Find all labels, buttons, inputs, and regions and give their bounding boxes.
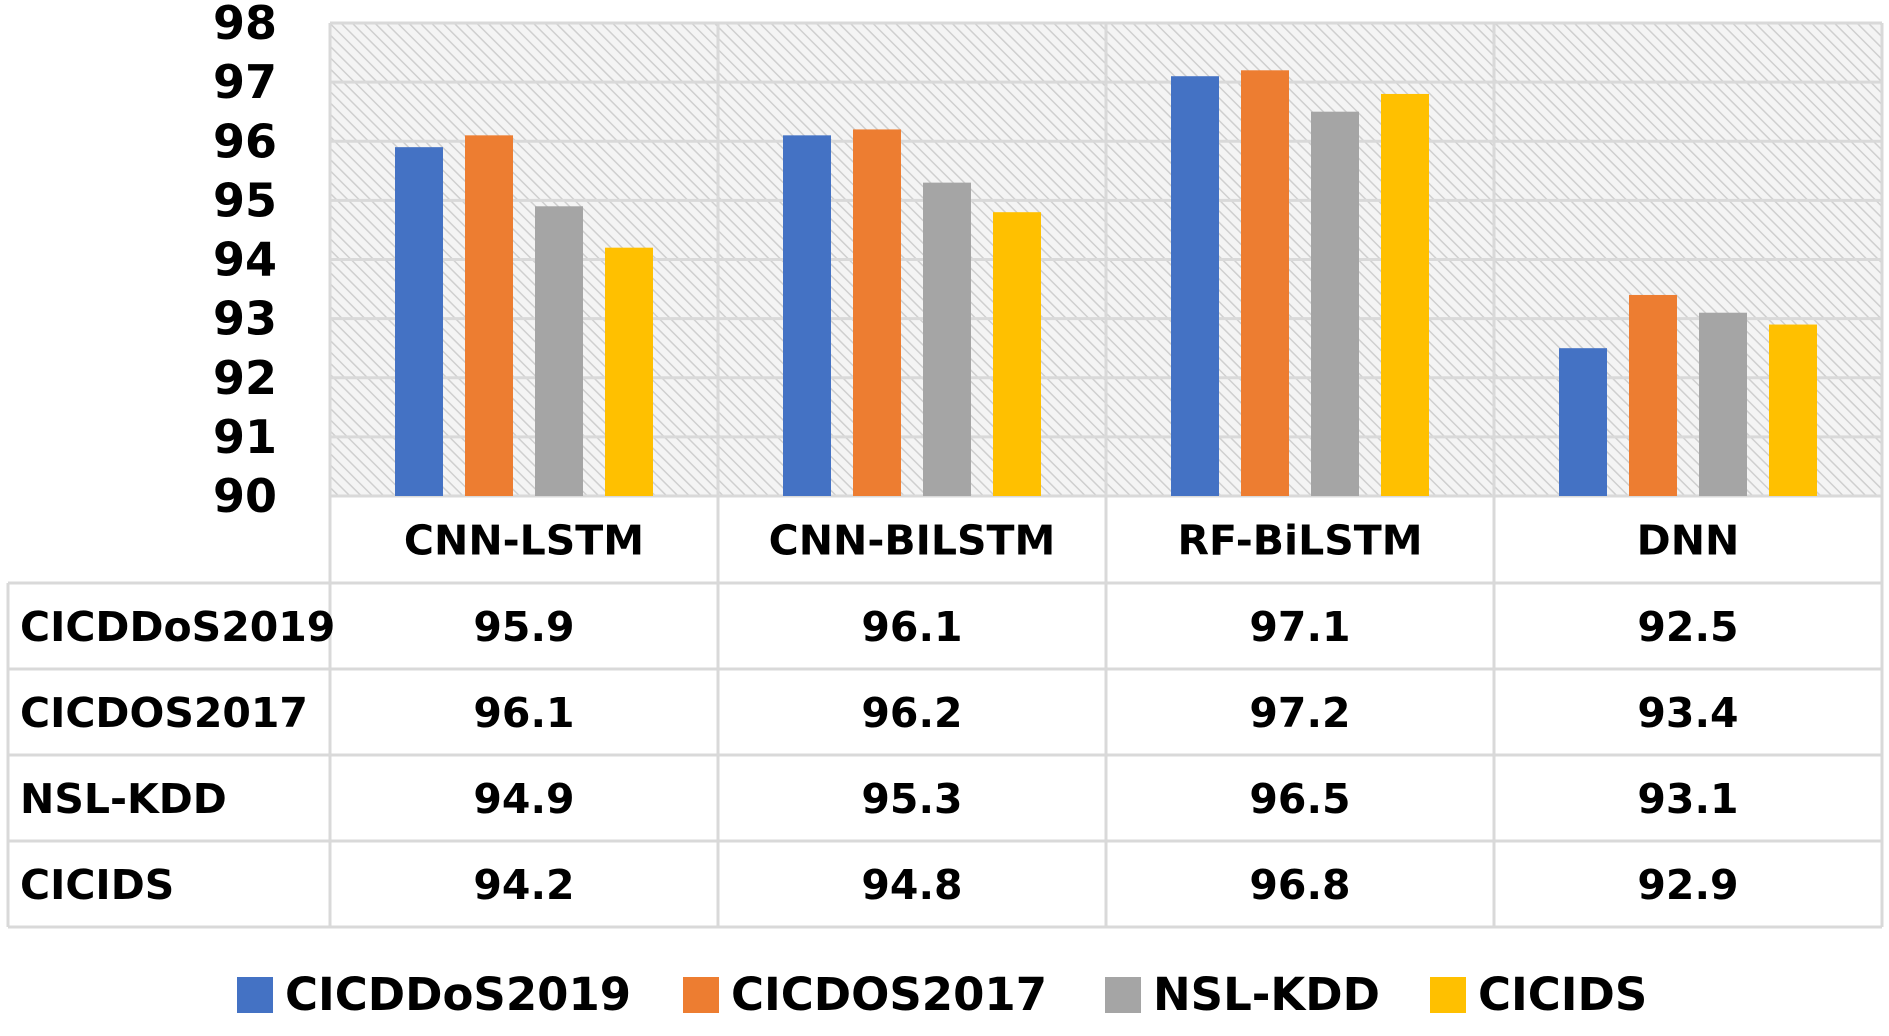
legend-swatch <box>1105 977 1141 1013</box>
category-label: DNN <box>1637 517 1740 565</box>
table-cell: 96.8 <box>1249 861 1350 909</box>
table-row-label: CICDOS2017 <box>20 689 308 737</box>
table-cell: 95.9 <box>473 603 574 651</box>
legend-label: CICDOS2017 <box>731 968 1047 1021</box>
table-cell: 94.9 <box>473 775 574 823</box>
bar-CICDDoS2019-DNN <box>1559 348 1607 496</box>
legend-swatch <box>237 977 273 1013</box>
category-label: CNN-LSTM <box>404 517 644 565</box>
y-tick-label: 92 <box>213 351 277 405</box>
table-cell: 96.1 <box>861 603 962 651</box>
legend-label: NSL-KDD <box>1153 968 1380 1021</box>
table-cell: 93.4 <box>1637 689 1738 737</box>
bar-NSL-KDD-DNN <box>1699 312 1747 496</box>
y-tick-label: 94 <box>213 233 277 287</box>
table-cell: 97.1 <box>1249 603 1350 651</box>
table-row-label: NSL-KDD <box>20 775 227 823</box>
bar-CICIDS-RF-BiLSTM <box>1381 93 1429 496</box>
bar-NSL-KDD-CNN-LSTM <box>535 206 583 496</box>
table-cell: 93.1 <box>1637 775 1738 823</box>
table-cell: 92.5 <box>1637 603 1738 651</box>
table-cell: 95.3 <box>861 775 962 823</box>
bar-CICDDoS2019-CNN-BILSTM <box>783 135 831 496</box>
table-row-label: CICIDS <box>20 861 174 909</box>
bar-NSL-KDD-RF-BiLSTM <box>1311 111 1359 496</box>
legend-swatch <box>683 977 719 1013</box>
y-tick-label: 96 <box>213 114 277 168</box>
table-cell: 97.2 <box>1249 689 1350 737</box>
y-tick-label: 93 <box>213 292 277 346</box>
category-label: CNN-BILSTM <box>769 517 1056 565</box>
bar-CICDDoS2019-CNN-LSTM <box>395 147 443 496</box>
category-label: RF-BiLSTM <box>1177 517 1422 565</box>
table-cell: 94.8 <box>861 861 962 909</box>
bar-CICDDoS2019-RF-BiLSTM <box>1171 76 1219 497</box>
bars <box>395 70 1817 497</box>
table-cell: 92.9 <box>1637 861 1738 909</box>
table-cell: 96.1 <box>473 689 574 737</box>
y-tick-label: 98 <box>213 0 277 50</box>
bar-CICDOS2017-CNN-LSTM <box>465 135 513 496</box>
bar-CICDOS2017-DNN <box>1629 294 1677 496</box>
y-tick-label: 97 <box>213 55 277 109</box>
bar-CICIDS-DNN <box>1769 324 1817 496</box>
table-cell: 96.5 <box>1249 775 1350 823</box>
table-row-label: CICDDoS2019 <box>20 603 335 651</box>
legend: CICDDoS2019 CICDOS2017 NSL-KDD CICIDS <box>237 968 1647 1021</box>
legend-swatch <box>1430 977 1466 1013</box>
table-cell: 96.2 <box>861 689 962 737</box>
bar-CICIDS-CNN-BILSTM <box>993 212 1041 496</box>
y-tick-label: 91 <box>213 410 277 464</box>
legend-label: CICIDS <box>1478 968 1647 1021</box>
bar-CICIDS-CNN-LSTM <box>605 247 653 496</box>
y-tick-label: 90 <box>213 469 277 523</box>
bar-NSL-KDD-CNN-BILSTM <box>923 182 971 496</box>
table-cell: 94.2 <box>473 861 574 909</box>
legend-label: CICDDoS2019 <box>285 968 631 1021</box>
bar-CICDOS2017-RF-BiLSTM <box>1241 70 1289 497</box>
y-tick-label: 95 <box>213 173 277 227</box>
data-table: CNN-LSTM CNN-BILSTM RF-BiLSTM DNN CICDDoS201… <box>6 23 1884 929</box>
bar-CICDOS2017-CNN-BILSTM <box>853 129 901 497</box>
